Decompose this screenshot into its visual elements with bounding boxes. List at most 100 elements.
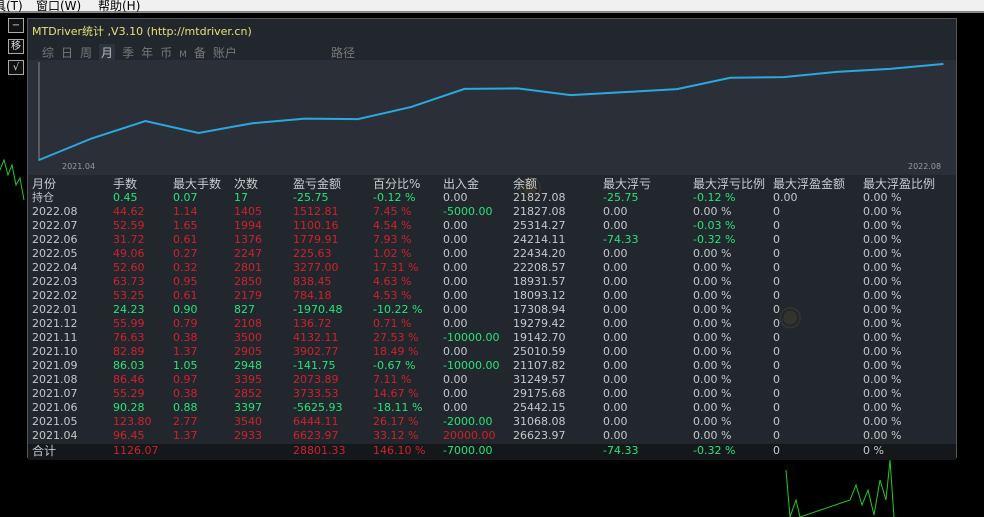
table-cell: 2933 (234, 429, 262, 442)
table-cell: 31249.57 (513, 373, 566, 386)
table-cell: 0.00 (443, 275, 468, 288)
table-cell: 52.60 (113, 261, 145, 274)
route-tab[interactable]: 路径 (331, 46, 356, 60)
tab-6[interactable]: 币 (160, 46, 173, 60)
table-cell: 0.00 % (693, 415, 732, 428)
table-cell: 0 (773, 387, 780, 400)
tab-8[interactable]: 备 (193, 46, 206, 60)
table-cell: 4.63 % (373, 275, 412, 288)
table-row: 2022.03 63.73 0.95 2850 838.45 4.63 % 0.00 1893… (28, 275, 956, 289)
table-row: 2021.06 90.28 0.88 3397 -5625.93 -18.11 % 0.00… (28, 401, 956, 415)
table-cell: 持仓 (32, 191, 54, 204)
menu-tools[interactable]: 具(T) (0, 0, 23, 13)
table-cell: -74.33 (603, 444, 639, 457)
table-cell: 86.46 (113, 373, 145, 386)
table-row: 2022.06 31.72 0.61 1376 1779.91 7.93 % 0.00 242… (28, 233, 956, 247)
tab-4[interactable]: 季 (122, 46, 135, 60)
table-cell: 2022.05 (32, 247, 78, 260)
equity-point (782, 76, 785, 78)
table-cell: 0.00 % (863, 415, 902, 428)
table-cell: 86.03 (113, 359, 145, 372)
table-cell: 76.63 (113, 331, 145, 344)
table-cell: 0.00 % (693, 247, 732, 260)
check-button[interactable]: √ (8, 60, 24, 75)
table-cell: 0 (773, 415, 780, 428)
table-cell: 0 (773, 444, 780, 457)
table-cell: 24214.11 (513, 233, 566, 246)
tab-3[interactable]: 月 (99, 44, 116, 61)
x-axis-start-label: 2021.04 (62, 162, 96, 171)
table-row: 2021.09 86.03 1.05 2948 -141.75 -0.67 % -10000… (28, 359, 956, 373)
x-axis-end-label: 2022.08 (908, 162, 942, 171)
table-row: 2021.04 96.45 1.37 2933 6623.97 33.12 % 20000.… (28, 429, 956, 443)
table-cell: 1.37 (173, 429, 198, 442)
table-cell: 53.25 (113, 289, 145, 302)
table-cell: 0.00 % (863, 317, 902, 330)
column-header: 次数 (234, 177, 259, 191)
table-cell: 0 % (863, 444, 884, 457)
table-cell: 0.61 (173, 233, 198, 246)
table-cell: 14.67 % (373, 387, 419, 400)
tab-7[interactable]: M (179, 50, 187, 60)
menu-bar: 具(T) 窗口(W) 帮助(H) (0, 0, 984, 13)
table-cell: 55.29 (113, 387, 145, 400)
table-cell: 2021.10 (32, 345, 78, 358)
column-header: 百分比% (373, 177, 421, 191)
table-cell: 0.00 % (863, 401, 902, 414)
table-cell: 0.00 (443, 401, 468, 414)
table-cell: 0 (773, 303, 780, 316)
table-cell: 2948 (234, 359, 262, 372)
table-cell: 1.14 (173, 205, 198, 218)
table-cell: 2850 (234, 275, 262, 288)
table-cell: 25314.27 (513, 219, 566, 232)
table-cell: 0.95 (173, 275, 198, 288)
table-cell: 0.00 % (863, 205, 902, 218)
table-cell: 3733.53 (293, 387, 339, 400)
tab-2[interactable]: 周 (80, 46, 93, 60)
table-cell: 2852 (234, 387, 262, 400)
table-row: 2022.01 24.23 0.90 827 -1970.48 -10.22 % 0.00 1… (28, 303, 956, 317)
table-cell: 827 (234, 303, 255, 316)
table-cell: -2000.00 (443, 415, 493, 428)
table-cell: 0.00 (603, 345, 628, 358)
table-cell: -18.11 % (373, 401, 423, 414)
period-tabs: 综日周月季年币 M 备账户 (42, 44, 244, 61)
table-cell: -1970.48 (293, 303, 343, 316)
table-cell: 0.00 (443, 345, 468, 358)
equity-chart (28, 60, 956, 175)
move-button[interactable]: 移 (8, 39, 24, 54)
table-cell: 0.00 % (863, 387, 902, 400)
table-cell: 0.00 (603, 219, 628, 232)
table-cell: -10000.00 (443, 359, 500, 372)
menu-window[interactable]: 窗口(W) (36, 0, 82, 13)
minimize-button[interactable]: − (8, 18, 24, 33)
table-cell: 0.00 (603, 331, 628, 344)
column-header: 最大浮盈金额 (773, 177, 846, 191)
table-cell: 82.89 (113, 345, 145, 358)
tab-9[interactable]: 账户 (212, 46, 237, 60)
table-cell: 0.71 % (373, 317, 412, 330)
table-cell: 0 (773, 317, 780, 330)
table-cell: 2021.04 (32, 429, 78, 442)
table-cell: 2108 (234, 317, 262, 330)
table-cell: -7000.00 (443, 444, 493, 457)
table-cell: 3902.77 (293, 345, 339, 358)
menu-help[interactable]: 帮助(H) (98, 0, 141, 13)
table-cell: 0.00 (443, 261, 468, 274)
table-cell: 2021.11 (32, 331, 78, 344)
tab-5[interactable]: 年 (141, 46, 154, 60)
table-row: 2021.08 86.46 0.97 3395 2073.89 7.11 % 0.00 312… (28, 373, 956, 387)
tab-1[interactable]: 日 (61, 46, 74, 60)
column-header: 最大浮盈比例 (863, 177, 936, 191)
table-cell: 18093.12 (513, 289, 566, 302)
table-cell: 44.62 (113, 205, 145, 218)
table-cell: 784.18 (293, 289, 332, 302)
table-row: 2022.05 49.06 0.27 2247 225.63 1.02 % 0.00 2243… (28, 247, 956, 261)
table-cell: 2022.06 (32, 233, 78, 246)
tab-0[interactable]: 综 (42, 46, 55, 60)
table-cell: 0.00 % (863, 233, 902, 246)
equity-point (197, 132, 200, 134)
table-cell: 0.00 (443, 317, 468, 330)
table-row: 2021.11 76.63 0.38 3500 4132.11 27.53 % -10000… (28, 331, 956, 345)
